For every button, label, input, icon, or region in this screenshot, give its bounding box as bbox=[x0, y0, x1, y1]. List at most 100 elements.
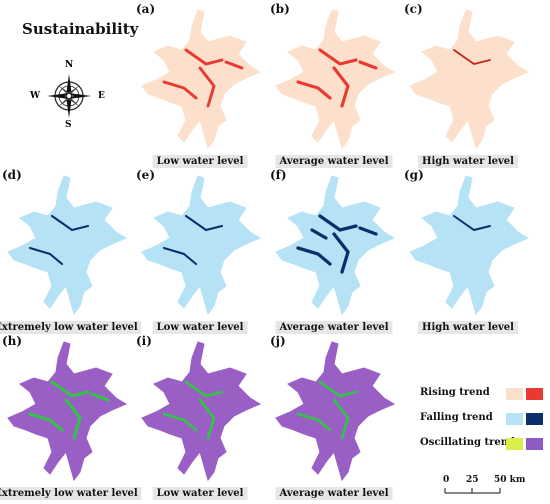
trend-patch bbox=[296, 246, 332, 266]
legend-swatch-oscillating-light bbox=[506, 438, 523, 450]
panel-caption: High water level bbox=[418, 321, 518, 334]
lake-area bbox=[275, 9, 396, 150]
panel-label: (h) bbox=[2, 334, 23, 348]
panel-caption: Low water level bbox=[152, 487, 248, 500]
panel-label: (d) bbox=[2, 168, 22, 182]
trend-patch bbox=[64, 398, 82, 440]
trend-patch bbox=[50, 214, 90, 232]
trend-patch bbox=[28, 246, 64, 266]
map-panel: (j) Average water level bbox=[268, 334, 400, 500]
compass-icon bbox=[47, 74, 91, 118]
map-panel: (g) High water level bbox=[402, 168, 534, 334]
lake-area bbox=[7, 341, 128, 482]
trend-patch bbox=[332, 398, 350, 440]
trend-patch bbox=[184, 214, 224, 232]
trend-patch bbox=[162, 246, 198, 266]
map-panel: (c) High water level bbox=[402, 2, 534, 168]
trend-patch bbox=[184, 380, 224, 398]
legend-swatch-falling-dark bbox=[526, 413, 543, 425]
legend-swatch-rising-light bbox=[506, 388, 523, 400]
compass-north-label: N bbox=[65, 60, 74, 70]
legend-label-oscillating: Oscillating trend bbox=[420, 437, 515, 448]
trend-patch bbox=[28, 412, 64, 432]
panel-caption: Extremely low water level bbox=[0, 487, 142, 500]
lake-area bbox=[409, 9, 530, 150]
lake-area bbox=[141, 175, 262, 316]
scale-tick-0: 0 bbox=[443, 475, 450, 485]
panel-label: (e) bbox=[136, 168, 155, 182]
compass-south-label: S bbox=[65, 120, 72, 130]
legend-row-falling: Falling trend bbox=[420, 411, 550, 429]
panel-label: (b) bbox=[270, 2, 290, 16]
lake-area bbox=[141, 341, 262, 482]
lake-area bbox=[275, 341, 396, 482]
lake-map bbox=[7, 175, 128, 316]
map-panel: (h) Extremely low water level bbox=[0, 334, 142, 500]
lake-map bbox=[7, 341, 128, 482]
scale-tick-50: 50 km bbox=[494, 475, 526, 485]
map-panel: (e) Low water level bbox=[134, 168, 266, 334]
lake-area bbox=[409, 175, 530, 316]
lake-map bbox=[409, 9, 530, 150]
trend-patch bbox=[453, 215, 491, 232]
trend-patch bbox=[184, 48, 224, 66]
lake-map bbox=[275, 9, 396, 150]
compass-rose: N S W E bbox=[28, 60, 110, 134]
lake-map bbox=[275, 341, 396, 482]
trend-patch bbox=[358, 60, 378, 70]
scale-tick-25: 25 bbox=[466, 475, 479, 485]
legend-label-falling: Falling trend bbox=[420, 412, 493, 423]
trend-patch bbox=[90, 392, 110, 402]
panel-caption: Low water level bbox=[152, 321, 248, 334]
lake-map bbox=[141, 175, 262, 316]
legend-swatch-oscillating-dark bbox=[526, 438, 543, 450]
trend-patch bbox=[318, 48, 358, 66]
trend-patch bbox=[50, 380, 90, 398]
panel-caption: Average water level bbox=[275, 155, 393, 168]
panel-label: (f) bbox=[270, 168, 287, 182]
panel-caption: Average water level bbox=[275, 487, 393, 500]
lake-area bbox=[7, 175, 128, 316]
compass-west-label: W bbox=[30, 91, 41, 101]
lake-map bbox=[141, 9, 262, 150]
panel-label: (a) bbox=[136, 2, 156, 16]
legend-swatch-falling-light bbox=[506, 413, 523, 425]
trend-patch bbox=[198, 66, 216, 108]
figure-title: Sustainability bbox=[22, 20, 139, 38]
lake-map bbox=[275, 175, 396, 316]
lake-map bbox=[409, 175, 530, 316]
trend-patch bbox=[453, 49, 491, 65]
lake-map bbox=[141, 341, 262, 482]
trend-patch bbox=[318, 380, 358, 398]
compass-east-label: E bbox=[98, 91, 105, 101]
panel-caption: Extremely low water level bbox=[0, 321, 142, 334]
map-panel: (b) Average water level bbox=[268, 2, 400, 168]
trend-patch bbox=[318, 214, 358, 232]
panel-label: (j) bbox=[270, 334, 286, 348]
trend-patch bbox=[332, 232, 350, 274]
panel-caption: Average water level bbox=[275, 321, 393, 334]
panel-caption: Low water level bbox=[152, 155, 248, 168]
trend-patch bbox=[358, 226, 378, 236]
map-panel: (d) Extremely low water level bbox=[0, 168, 142, 334]
trend-patch bbox=[310, 228, 328, 240]
panel-label: (g) bbox=[404, 168, 424, 182]
map-panel: (i) Low water level bbox=[134, 334, 266, 500]
map-panel: (a) Low water level bbox=[134, 2, 266, 168]
legend-swatch-rising-dark bbox=[526, 388, 543, 400]
trend-patch bbox=[198, 398, 216, 440]
trend-patch bbox=[296, 412, 332, 432]
panel-label: (i) bbox=[136, 334, 152, 348]
panel-label: (c) bbox=[404, 2, 423, 16]
trend-patch bbox=[162, 412, 198, 432]
trend-patch bbox=[296, 80, 332, 100]
panel-caption: High water level bbox=[418, 155, 518, 168]
legend-row-rising: Rising trend bbox=[420, 386, 550, 404]
scale-bar-line bbox=[444, 488, 501, 494]
trend-patch bbox=[332, 66, 350, 108]
legend-row-oscillating: Oscillating trend bbox=[420, 436, 550, 454]
lake-area bbox=[141, 9, 262, 150]
legend-label-rising: Rising trend bbox=[420, 387, 490, 398]
map-panel: (f) Average water level bbox=[268, 168, 400, 334]
trend-patch bbox=[224, 60, 244, 70]
